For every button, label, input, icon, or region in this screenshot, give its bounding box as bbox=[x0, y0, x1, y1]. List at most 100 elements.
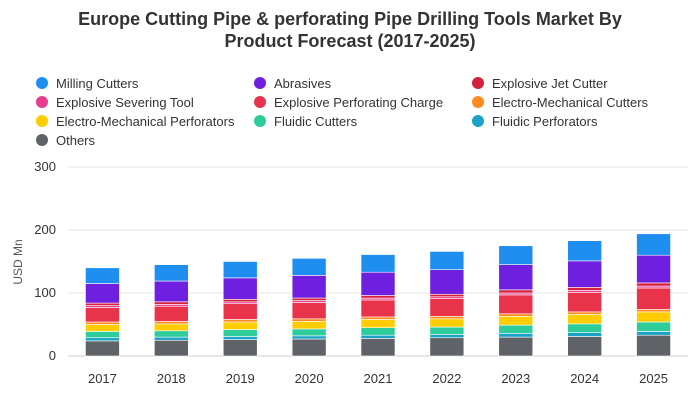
bar-segment-explosive-jet-cutter-2024[interactable] bbox=[567, 287, 602, 291]
bar-segment-explosive-jet-cutter-2019[interactable] bbox=[222, 298, 258, 303]
bar-segment-milling-cutters-2019[interactable] bbox=[222, 261, 258, 279]
bar-segment-electro-mechanical-cutters-2022[interactable] bbox=[429, 316, 465, 320]
bar-segment-others-2024[interactable] bbox=[567, 336, 602, 357]
legend-item-fluidic-perforators[interactable]: Fluidic Perforators bbox=[472, 112, 597, 130]
bar-segment-fluidic-perforators-2019[interactable] bbox=[222, 336, 258, 340]
bar-segment-explosive-jet-cutter-2021[interactable] bbox=[360, 295, 396, 299]
legend-item-others[interactable]: Others bbox=[36, 131, 95, 149]
legend-item-explosive-perforating-charge[interactable]: Explosive Perforating Charge bbox=[254, 93, 443, 111]
bar-segment-others-2017[interactable] bbox=[85, 340, 120, 357]
bar-segment-electro-mechanical-cutters-2024[interactable] bbox=[567, 311, 602, 315]
bar-segment-abrasives-2019[interactable] bbox=[222, 277, 258, 300]
bar-segment-abrasives-2020[interactable] bbox=[291, 275, 327, 299]
bar-segment-fluidic-perforators-2021[interactable] bbox=[360, 334, 396, 339]
bar-segment-milling-cutters-2018[interactable] bbox=[154, 264, 189, 282]
bar-segment-fluidic-perforators-2020[interactable] bbox=[291, 335, 327, 340]
y-tick-label: 200 bbox=[34, 222, 56, 237]
bar-segment-electro-mechanical-perforators-2022[interactable] bbox=[429, 318, 465, 328]
bar-segment-electro-mechanical-cutters-2017[interactable] bbox=[85, 321, 120, 325]
legend-item-abrasives[interactable]: Abrasives bbox=[254, 74, 331, 92]
bar-segment-fluidic-cutters-2021[interactable] bbox=[360, 327, 396, 336]
bar-segment-fluidic-cutters-2024[interactable] bbox=[567, 323, 602, 333]
bar-segment-fluidic-cutters-2017[interactable] bbox=[85, 331, 120, 339]
bar-segment-abrasives-2025[interactable] bbox=[636, 254, 671, 284]
bar-segment-explosive-perforating-charge-2024[interactable] bbox=[567, 292, 602, 313]
bar-segment-explosive-perforating-charge-2019[interactable] bbox=[222, 303, 258, 320]
bar-segment-others-2021[interactable] bbox=[360, 338, 396, 357]
bar-segment-fluidic-perforators-2018[interactable] bbox=[154, 336, 189, 341]
legend-item-explosive-severing-tool[interactable]: Explosive Severing Tool bbox=[36, 93, 194, 111]
bar-segment-electro-mechanical-cutters-2021[interactable] bbox=[360, 316, 396, 320]
bar-segment-electro-mechanical-cutters-2019[interactable] bbox=[222, 319, 258, 323]
bar-segment-milling-cutters-2022[interactable] bbox=[429, 251, 465, 270]
bar-segment-electro-mechanical-cutters-2023[interactable] bbox=[498, 313, 534, 317]
bar-segment-fluidic-perforators-2025[interactable] bbox=[636, 331, 671, 336]
bar-segment-explosive-perforating-charge-2022[interactable] bbox=[429, 298, 465, 317]
bar-segment-explosive-perforating-charge-2025[interactable] bbox=[636, 287, 671, 310]
bar-segment-milling-cutters-2021[interactable] bbox=[360, 254, 396, 273]
bar-segment-electro-mechanical-perforators-2019[interactable] bbox=[222, 321, 258, 330]
bar-segment-fluidic-perforators-2017[interactable] bbox=[85, 337, 120, 342]
legend-item-fluidic-cutters[interactable]: Fluidic Cutters bbox=[254, 112, 357, 130]
bar-segment-fluidic-cutters-2019[interactable] bbox=[222, 329, 258, 337]
bar-segment-abrasives-2017[interactable] bbox=[85, 283, 120, 304]
bar-segment-explosive-jet-cutter-2023[interactable] bbox=[498, 289, 534, 294]
bar-segment-milling-cutters-2017[interactable] bbox=[85, 267, 120, 284]
bar-segment-electro-mechanical-cutters-2020[interactable] bbox=[291, 318, 327, 322]
bar-segment-abrasives-2023[interactable] bbox=[498, 264, 534, 291]
bar-segment-milling-cutters-2025[interactable] bbox=[636, 233, 671, 256]
bar-segment-explosive-perforating-charge-2023[interactable] bbox=[498, 294, 534, 315]
bar-segment-others-2025[interactable] bbox=[636, 334, 671, 357]
bar-segment-others-2022[interactable] bbox=[429, 337, 465, 357]
legend-swatch bbox=[472, 115, 484, 127]
bar-segment-electro-mechanical-perforators-2024[interactable] bbox=[567, 314, 602, 325]
bar-segment-explosive-perforating-charge-2021[interactable] bbox=[360, 299, 396, 318]
bar-segment-fluidic-perforators-2024[interactable] bbox=[567, 332, 602, 337]
legend-item-explosive-jet-cutter[interactable]: Explosive Jet Cutter bbox=[472, 74, 608, 92]
bar-segment-electro-mechanical-perforators-2023[interactable] bbox=[498, 316, 534, 326]
bar-segment-electro-mechanical-perforators-2021[interactable] bbox=[360, 319, 396, 328]
bar-segment-others-2018[interactable] bbox=[154, 339, 189, 357]
bar-segment-electro-mechanical-perforators-2025[interactable] bbox=[636, 311, 671, 323]
bar-segment-milling-cutters-2020[interactable] bbox=[291, 258, 327, 276]
bar-segment-abrasives-2024[interactable] bbox=[567, 260, 602, 288]
bar-segment-abrasives-2021[interactable] bbox=[360, 271, 396, 296]
x-tick-label: 2019 bbox=[226, 371, 255, 386]
bar-segment-milling-cutters-2024[interactable] bbox=[567, 240, 602, 262]
bar-segment-abrasives-2018[interactable] bbox=[154, 280, 189, 303]
bar-segment-others-2019[interactable] bbox=[222, 339, 258, 357]
bar-segment-explosive-jet-cutter-2025[interactable] bbox=[636, 282, 671, 287]
bar-segment-electro-mechanical-perforators-2018[interactable] bbox=[154, 323, 189, 332]
bar-segment-fluidic-cutters-2025[interactable] bbox=[636, 321, 671, 332]
bar-segment-explosive-perforating-charge-2020[interactable] bbox=[291, 302, 327, 320]
bar-segment-fluidic-cutters-2023[interactable] bbox=[498, 324, 534, 334]
bar-segment-fluidic-perforators-2023[interactable] bbox=[498, 333, 534, 338]
bar-segment-electro-mechanical-perforators-2017[interactable] bbox=[85, 324, 120, 332]
legend-item-milling-cutters[interactable]: Milling Cutters bbox=[36, 74, 138, 92]
bar-segment-explosive-jet-cutter-2017[interactable] bbox=[85, 302, 120, 306]
legend-item-electro-mechanical-cutters[interactable]: Electro-Mechanical Cutters bbox=[472, 93, 648, 111]
legend-label: Electro-Mechanical Perforators bbox=[56, 113, 235, 129]
legend-swatch bbox=[36, 115, 48, 127]
bar-segment-explosive-jet-cutter-2018[interactable] bbox=[154, 301, 189, 305]
bar-segment-explosive-jet-cutter-2022[interactable] bbox=[429, 293, 465, 298]
bar-segment-milling-cutters-2023[interactable] bbox=[498, 245, 534, 265]
bar-segment-abrasives-2022[interactable] bbox=[429, 269, 465, 295]
bar-segment-fluidic-cutters-2018[interactable] bbox=[154, 330, 189, 338]
bar-segment-electro-mechanical-perforators-2020[interactable] bbox=[291, 321, 327, 330]
legend-item-electro-mechanical-perforators[interactable]: Electro-Mechanical Perforators bbox=[36, 112, 234, 130]
x-tick-label: 2020 bbox=[295, 371, 324, 386]
bar-segment-electro-mechanical-cutters-2018[interactable] bbox=[154, 321, 189, 325]
bar-segment-explosive-perforating-charge-2017[interactable] bbox=[85, 307, 120, 323]
bar-segment-explosive-perforating-charge-2018[interactable] bbox=[154, 305, 189, 322]
bar-segment-others-2020[interactable] bbox=[291, 338, 327, 357]
bar-segment-fluidic-cutters-2020[interactable] bbox=[291, 328, 327, 337]
bar-segment-fluidic-cutters-2022[interactable] bbox=[429, 326, 465, 335]
bar-segment-fluidic-perforators-2022[interactable] bbox=[429, 334, 465, 339]
bar-segment-explosive-jet-cutter-2020[interactable] bbox=[291, 297, 327, 301]
bar-segment-others-2023[interactable] bbox=[498, 336, 534, 357]
bar-segment-electro-mechanical-cutters-2025[interactable] bbox=[636, 309, 671, 313]
legend-label: Fluidic Cutters bbox=[274, 113, 358, 129]
y-axis-title: USD Mn bbox=[11, 239, 25, 284]
legend-label: Explosive Perforating Charge bbox=[274, 94, 444, 110]
